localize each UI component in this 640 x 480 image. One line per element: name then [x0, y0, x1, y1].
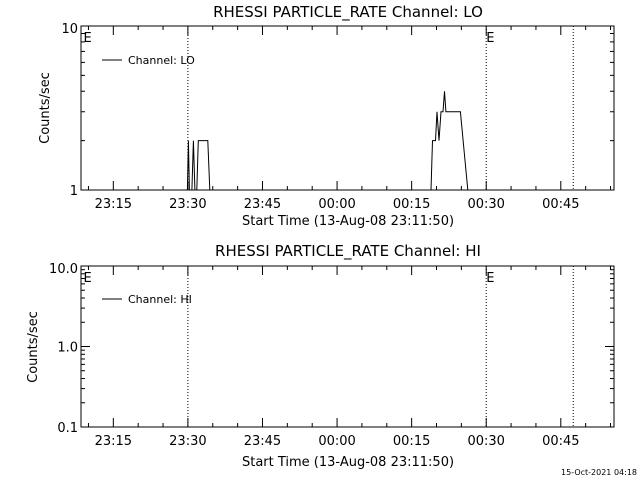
event-marker-label: E — [83, 31, 91, 46]
x-axis-label-hi: Start Time (13-Aug-08 23:11:50) — [242, 455, 454, 470]
legend-label-lo: Channel: LO — [128, 54, 195, 67]
x-axis-label-lo: Start Time (13-Aug-08 23:11:50) — [242, 214, 454, 229]
x-tick-label: 00:30 — [467, 197, 504, 212]
x-tick-label: 23:45 — [244, 434, 281, 449]
x-tick-label: 00:15 — [393, 197, 430, 212]
x-tick-label: 23:15 — [95, 434, 132, 449]
event-marker-label: E — [486, 31, 494, 46]
chart-title-hi: RHESSI PARTICLE_RATE Channel: HI — [215, 242, 481, 261]
plot-frame-lo — [80, 25, 615, 191]
event-marker-label: E — [486, 271, 494, 286]
x-tick-label: 00:45 — [542, 197, 579, 212]
x-tick-label: 00:00 — [318, 197, 355, 212]
plot-area-hi: 23:15 23:30 23:45 00:00 00:15 00:30 00:45 0.1 1.… — [49, 262, 615, 449]
event-marker-label: E — [83, 271, 91, 286]
series-line-lo — [430, 91, 469, 191]
x-tick-label: 00:00 — [318, 434, 355, 449]
legend-lo: Channel: LO — [102, 54, 195, 67]
y-tick-label: 10 — [61, 22, 78, 37]
x-tick-label: 00:30 — [467, 434, 504, 449]
generation-timestamp: 15-Oct-2021 04:18 — [561, 468, 637, 477]
x-tick-label: 00:15 — [393, 434, 430, 449]
y-tick-label: 1.0 — [57, 341, 78, 356]
y-tick-label: 0.1 — [57, 421, 78, 436]
x-tick-label: 00:45 — [542, 434, 579, 449]
series-line-lo — [186, 140, 211, 191]
x-tick-label: 23:45 — [244, 197, 281, 212]
x-tick-label: 23:15 — [95, 197, 132, 212]
x-tick-label: 23:30 — [169, 434, 206, 449]
plot-area-lo: 23:15 23:30 23:45 00:00 00:15 00:30 00:45 1 10 E E — [61, 22, 615, 212]
x-tick-label: 23:30 — [169, 197, 206, 212]
y-axis-label-lo: Counts/sec — [38, 72, 53, 144]
chart-title-lo: RHESSI PARTICLE_RATE Channel: LO — [213, 3, 483, 22]
legend-hi: Channel: HI — [102, 293, 192, 306]
legend-label-hi: Channel: HI — [128, 293, 192, 306]
y-tick-label: 1 — [70, 184, 78, 199]
y-axis-label-hi: Counts/sec — [26, 311, 41, 383]
y-tick-label: 10.0 — [49, 262, 78, 277]
